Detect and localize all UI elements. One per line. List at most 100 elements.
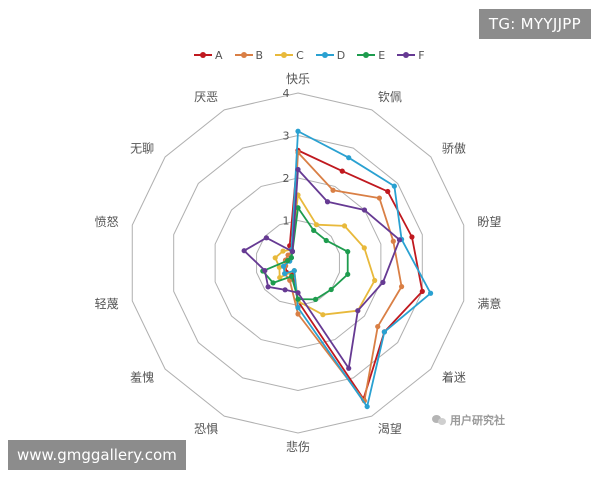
series-c-point-4 [361, 245, 367, 251]
axis-label-6: 着迷 [442, 370, 466, 385]
series-b-point-6 [375, 323, 381, 330]
series-d-point-9 [291, 268, 297, 274]
series-c-point-13 [280, 248, 286, 254]
axis-label-13: 无聊 [130, 141, 154, 155]
chart-legend: A B C D E F [194, 48, 425, 62]
series-a-point-4 [409, 234, 415, 240]
series-a-point-3 [385, 188, 391, 195]
series-e-point-3 [323, 237, 329, 244]
series-f-point-6 [355, 308, 361, 314]
axis-label-3: 骄傲 [442, 140, 466, 155]
series-c-point-10 [277, 274, 283, 281]
legend-label-d: D [336, 48, 346, 62]
series-e-point-5 [345, 271, 351, 277]
grid-ring-2 [214, 177, 382, 349]
brand-watermark: 用户研究社 [432, 411, 505, 429]
series-e-point-13 [288, 255, 294, 261]
series-f-point-9 [282, 287, 288, 293]
radial-tick-2: 2 [283, 172, 290, 185]
series-d-point-5 [427, 290, 434, 296]
legend-item-a: A [194, 49, 223, 62]
legend-swatch-d [315, 51, 334, 59]
legend-item-f: F [397, 48, 425, 62]
radial-tick-1: 1 [283, 215, 290, 228]
series-f-point-13 [263, 235, 270, 241]
series-b-point-8 [295, 311, 301, 317]
axis-label-4: 盼望 [477, 215, 501, 229]
axis-label-5: 满意 [477, 296, 501, 311]
series-f-point-11 [262, 267, 268, 274]
series-f-point-14 [289, 248, 296, 255]
legend-label-c: C [296, 48, 304, 62]
series-d-point-7 [364, 403, 370, 410]
series-f-point-2 [324, 199, 331, 205]
series-c-point-7 [320, 312, 326, 318]
series-b-point-4 [390, 238, 396, 244]
series-f-point-8 [295, 290, 301, 296]
series-f-point-3 [361, 207, 368, 213]
series-line-e [261, 206, 349, 301]
axis-label-2: 钦佩 [378, 90, 402, 104]
grid-ring-3 [173, 134, 423, 392]
series-a-point-2 [339, 168, 345, 174]
legend-item-d: D [315, 48, 346, 62]
series-e-point-10 [270, 280, 276, 286]
series-d-point-1 [295, 128, 301, 134]
brand-label: 用户研究社 [450, 414, 505, 427]
legend-label-a: A [215, 48, 223, 62]
legend-swatch-e [357, 51, 376, 59]
series-b-point-5 [398, 284, 405, 290]
series-b-point-2 [330, 187, 336, 193]
legend-swatch-b [234, 51, 253, 59]
series-e-point-7 [312, 296, 319, 302]
series-e-point-8 [295, 296, 301, 302]
axis-label-7: 渴望 [378, 422, 402, 436]
series-f-point-12 [241, 248, 247, 254]
legend-label-e: E [378, 48, 386, 62]
legend-item-e: E [357, 49, 385, 62]
axis-label-1: 快乐 [286, 72, 310, 86]
series-e-point-4 [345, 249, 351, 255]
legend-item-c: C [275, 49, 304, 62]
series-line-d [282, 130, 432, 408]
series-e-point-6 [328, 286, 334, 293]
series-d-point-2 [346, 155, 352, 161]
series-c-point-2 [313, 222, 320, 228]
axis-label-14: 厌恶 [194, 90, 218, 104]
series-f-point-5 [380, 279, 386, 285]
series-e-point-2 [311, 227, 317, 234]
legend-swatch-f [397, 51, 416, 59]
series-f-point-10 [265, 284, 271, 290]
series-c-point-11 [276, 264, 282, 270]
series-line-a [284, 149, 424, 400]
legend-swatch-c [275, 51, 294, 59]
legend-swatch-a [194, 51, 212, 59]
radial-tick-3: 3 [283, 130, 290, 143]
legend-item-b: B [234, 48, 264, 62]
series-d-point-6 [381, 329, 387, 335]
chat-bubble-icon [432, 414, 446, 426]
series-d-point-8 [295, 305, 301, 311]
series-layer [241, 128, 434, 410]
series-d-point-10 [282, 270, 288, 277]
series-d-point-11 [280, 263, 287, 269]
series-e-point-12 [285, 258, 291, 264]
top-right-watermark: TG: MYYJJPP [478, 9, 591, 39]
series-e-point-9 [288, 273, 295, 280]
grid-ring-4 [131, 92, 465, 434]
series-f-point-4 [396, 237, 403, 243]
series-c-point-5 [372, 277, 378, 284]
series-c-point-12 [272, 255, 278, 261]
legend-label-b: B [255, 48, 264, 62]
radial-tick-labels: 1 2 3 4 [283, 87, 290, 228]
axis-label-9: 恐惧 [194, 421, 218, 436]
series-b-point-3 [376, 195, 383, 201]
series-f-point-1 [295, 166, 301, 173]
series-d-point-3 [391, 183, 397, 189]
legend-label-f: F [418, 48, 425, 62]
axis-label-11: 轻蔑 [95, 297, 119, 311]
bottom-left-watermark: www.gmggallery.com [8, 440, 186, 470]
series-f-point-7 [346, 365, 352, 371]
